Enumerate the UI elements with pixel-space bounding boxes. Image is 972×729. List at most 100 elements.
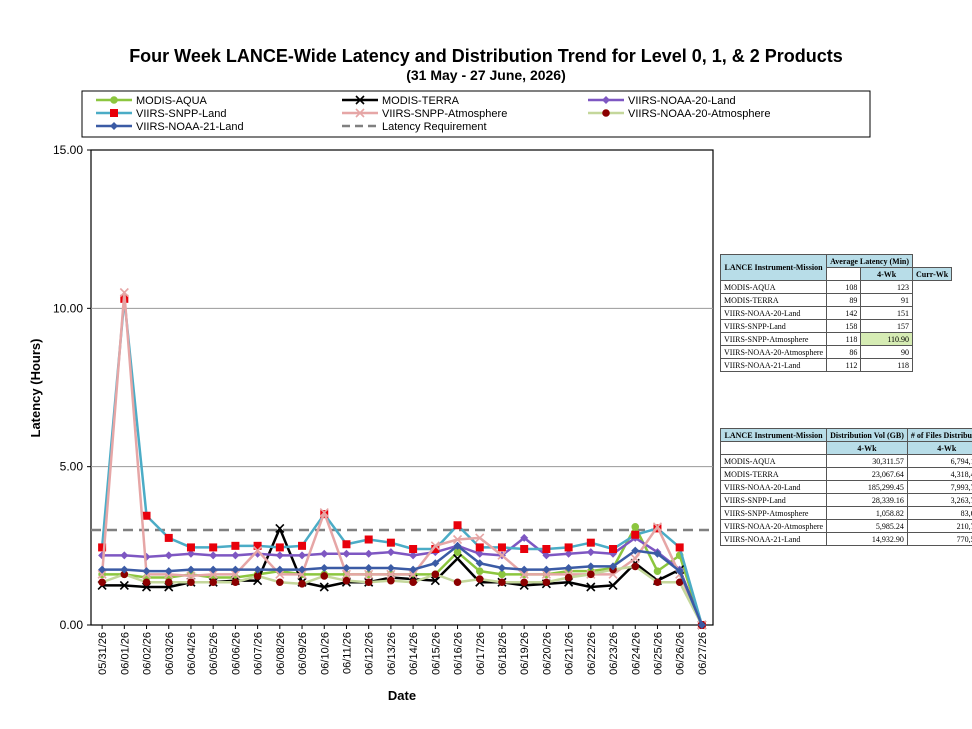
series-modis-aqua-point — [653, 567, 662, 575]
series-viirs-noaa-21-land-point — [320, 564, 329, 572]
t1-cell-name: VIIRS-NOAA-20-Land — [719, 306, 828, 320]
series-viirs-snpp-land-point — [142, 511, 151, 520]
series-viirs-noaa-21-land-point — [542, 565, 551, 574]
t1-cell-a: 112 — [826, 358, 862, 372]
series-viirs-snpp-land-point — [609, 545, 618, 553]
series-viirs-snpp-atmosphere-point — [119, 287, 129, 298]
t1-subheader-4wk: 4-Wk — [860, 267, 914, 281]
series-viirs-noaa-20-land-point — [342, 549, 351, 558]
legend-modis-terra-point — [355, 95, 365, 105]
series-viirs-noaa-21-land-point — [675, 567, 684, 576]
series-viirs-noaa-20-atmosphere-point — [276, 578, 284, 587]
series-viirs-snpp-land-point — [186, 543, 195, 552]
series-viirs-snpp-land-point — [675, 543, 684, 552]
series-viirs-noaa-20-land-point — [298, 551, 307, 560]
t2-cell-b: 83,620 — [906, 506, 972, 520]
series-modis-terra-point — [586, 582, 596, 592]
t1-cell-a: 89 — [826, 293, 862, 307]
t2-cell-b: 6,794,142 — [906, 454, 972, 468]
series-viirs-snpp-atmosphere-line — [100, 291, 704, 626]
series-viirs-noaa-20-atmosphere-point — [320, 572, 329, 580]
t1-cell-name: VIIRS-NOAA-20-Atmosphere — [719, 345, 828, 359]
t2-cell-a: 28,339.16 — [826, 493, 908, 507]
x-tick-label: 06/17/26 — [475, 632, 487, 675]
series-viirs-noaa-21-land-point — [209, 565, 218, 574]
t1-cell-b: 118 — [860, 358, 914, 372]
series-viirs-noaa-20-atmosphere-point — [587, 570, 595, 579]
legend-viirs-snpp-land-point — [110, 109, 118, 117]
series-viirs-snpp-land-point — [231, 541, 240, 550]
x-tick-label: 06/13/26 — [386, 632, 398, 675]
t1-header-mission: LANCE Instrument-Mission — [719, 254, 828, 281]
distribution-table: LANCE Instrument-Mission Distribution Vo… — [719, 428, 972, 546]
series-viirs-snpp-atmosphere-point — [319, 508, 329, 518]
t2-cell-name: VIIRS-SNPP-Land — [719, 493, 828, 507]
t1-row: VIIRS-SNPP-Land 158 157 — [719, 319, 952, 333]
t2-header-files: # of Files Distributed — [906, 428, 972, 442]
series-viirs-noaa-21-land-line — [102, 544, 704, 626]
t1-row: MODIS-AQUA 108 123 — [719, 280, 952, 294]
series-viirs-snpp-land-line — [100, 297, 704, 626]
series-viirs-noaa-21-land-point — [275, 565, 284, 574]
t1-row: VIIRS-NOAA-20-Atmosphere 86 90 — [719, 345, 952, 359]
series-viirs-noaa-21-land-point — [520, 565, 529, 574]
t2-cell-a: 1,058.82 — [826, 506, 908, 520]
series-viirs-noaa-20-atmosphere-point — [475, 575, 484, 583]
x-tick-label: 06/24/26 — [630, 632, 642, 675]
series-viirs-noaa-21-land-point — [564, 564, 573, 572]
series-viirs-snpp-land-point — [431, 545, 440, 553]
series-viirs-snpp-atmosphere-point — [253, 546, 263, 556]
series-viirs-noaa-21-land-point — [120, 565, 129, 574]
series-viirs-noaa-21-land-point — [697, 621, 706, 629]
series-viirs-snpp-land-point — [564, 543, 573, 552]
t2-cell-a: 5,985.24 — [826, 519, 908, 533]
series-viirs-snpp-atmosphere-point — [208, 569, 218, 579]
legend-modis-aqua-label: MODIS-AQUA — [136, 95, 208, 107]
t2-cell-a: 23,067.64 — [826, 467, 908, 481]
y-tick-label: 5.00 — [60, 460, 84, 474]
x-tick-label: 06/21/26 — [564, 632, 576, 675]
series-modis-aqua-point — [498, 570, 506, 579]
series-viirs-noaa-21-land-point — [98, 565, 107, 574]
series-modis-terra-point — [608, 580, 618, 590]
x-tick-label: 06/25/26 — [652, 632, 664, 675]
series-viirs-snpp-atmosphere-point — [452, 534, 463, 545]
series-viirs-noaa-20-land-point — [542, 551, 551, 560]
series-viirs-noaa-21-land-point — [298, 565, 307, 574]
series-viirs-snpp-land-point — [386, 538, 395, 547]
t2-header-volume: Distribution Vol (GB) — [826, 428, 908, 442]
x-tick-label: 06/20/26 — [541, 632, 553, 675]
series-viirs-noaa-21-land-point — [453, 541, 462, 550]
x-tick-label: 06/27/26 — [697, 632, 709, 675]
series-viirs-noaa-20-atmosphere-point — [387, 576, 395, 585]
series-viirs-noaa-21-land-point — [164, 567, 173, 576]
legend-modis-aqua-point — [110, 96, 118, 104]
series-modis-terra-point — [119, 580, 129, 590]
series-viirs-noaa-20-atmosphere-point — [142, 578, 151, 587]
series-modis-aqua-point — [631, 523, 640, 531]
series-viirs-noaa-21-land-point — [386, 564, 395, 572]
x-tick-label: 06/22/26 — [586, 632, 598, 675]
legend-viirs-noaa-20-land-label: VIIRS-NOAA-20-Land — [628, 95, 736, 107]
series-viirs-snpp-atmosphere-point — [386, 569, 396, 579]
series-viirs-noaa-20-atmosphere-point — [409, 578, 417, 587]
t2-cell-a: 14,932.90 — [826, 532, 908, 546]
series-viirs-snpp-land-point — [298, 541, 307, 550]
x-tick-label: 06/06/26 — [230, 632, 242, 675]
t2-cell-name: MODIS-TERRA — [719, 467, 828, 481]
x-tick-label: 05/31/26 — [97, 632, 109, 675]
series-modis-aqua-point — [475, 567, 484, 575]
x-tick-label: 06/01/26 — [119, 632, 131, 675]
legend-viirs-snpp-land-label: VIIRS-SNPP-Land — [136, 108, 226, 120]
t2-header-mission: LANCE Instrument-Mission — [719, 428, 828, 442]
t1-cell-b: 91 — [860, 293, 914, 307]
t2-cell-b: 4,318,464 — [906, 467, 972, 481]
series-viirs-snpp-atmosphere-point — [297, 569, 307, 579]
series-viirs-noaa-21-land-point — [586, 562, 595, 571]
chart-title: Four Week LANCE-Wide Latency and Distrib… — [129, 46, 843, 66]
series-modis-terra-point — [275, 523, 285, 533]
series-viirs-noaa-21-land-point — [653, 549, 662, 558]
